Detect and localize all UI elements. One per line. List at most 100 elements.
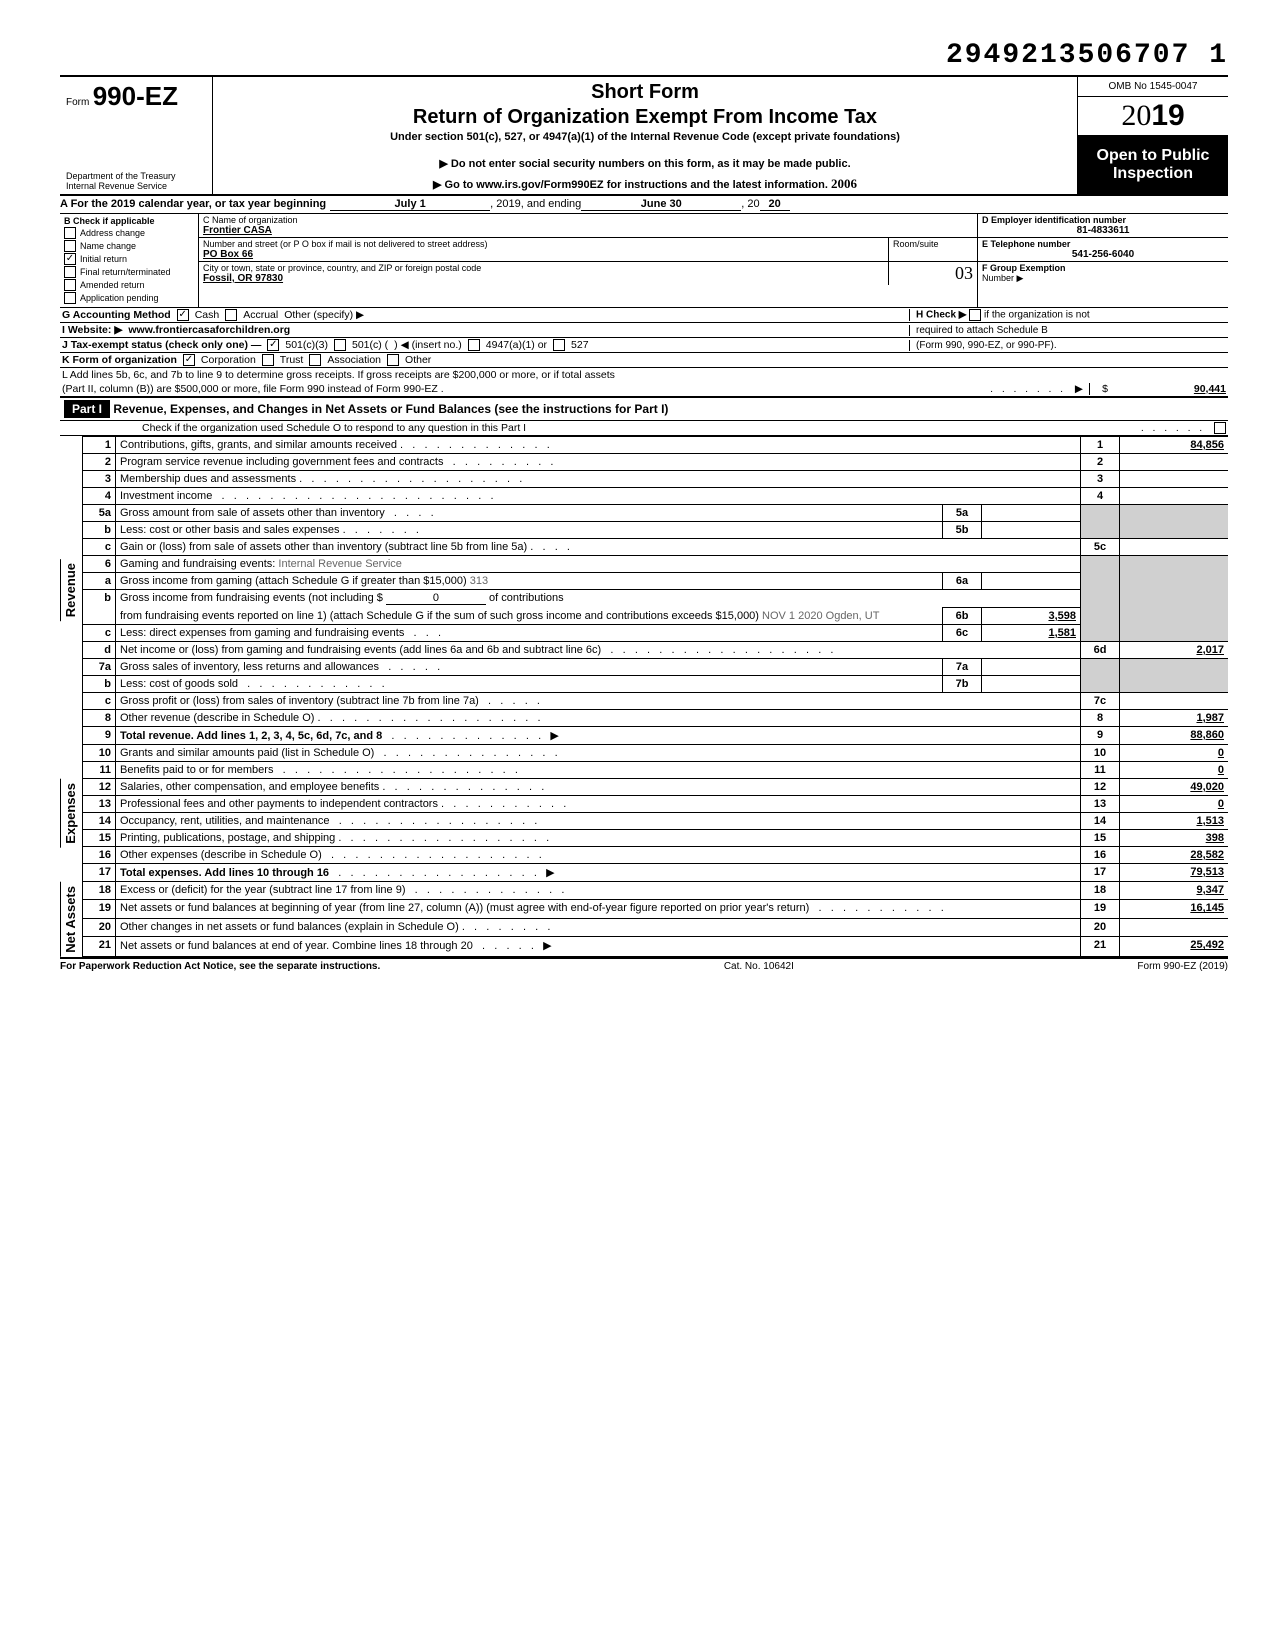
chk-name-change[interactable] [64, 240, 76, 252]
chk-cash[interactable] [177, 309, 189, 321]
chk-other-org[interactable] [387, 354, 399, 366]
row-a-label: A For the 2019 calendar year, or tax yea… [60, 198, 326, 210]
addr-label: Number and street (or P O box if mail is… [203, 239, 884, 249]
sv5b [982, 522, 1081, 539]
k-label: K Form of organization [62, 354, 177, 366]
block-bcde: B Check if applicable Address change Nam… [60, 214, 1228, 308]
arr17: ▶ [546, 867, 554, 879]
lbl-501c3: 501(c)(3) [285, 339, 328, 351]
n12: 12 [83, 779, 116, 796]
grp-label: F Group Exemption [982, 263, 1224, 273]
chk-501c[interactable] [334, 339, 346, 351]
lbl-4947: 4947(a)(1) or [486, 339, 547, 351]
v17: 79,513 [1120, 864, 1229, 882]
row-a: A For the 2019 calendar year, or tax yea… [60, 196, 1228, 214]
side-revenue: Revenue [60, 559, 80, 621]
row-j: J Tax-exempt status (check only one) — 5… [60, 338, 1228, 353]
irs-stamp-1: Internal Revenue Service [278, 558, 402, 570]
chk-4947[interactable] [468, 339, 480, 351]
chk-initial-return[interactable] [64, 253, 76, 265]
part1-header-row: Part I Revenue, Expenses, and Changes in… [60, 398, 1228, 421]
t7a: Gross sales of inventory, less returns a… [120, 661, 379, 673]
omb-number: OMB No 1545-0047 [1078, 77, 1228, 97]
rn13: 13 [1081, 796, 1120, 813]
sv6c: 1,581 [982, 625, 1081, 642]
v3 [1120, 471, 1229, 488]
n20: 20 [83, 918, 116, 936]
chk-final-return[interactable] [64, 266, 76, 278]
v7c [1120, 693, 1229, 710]
rn10: 10 [1081, 745, 1120, 762]
rn4: 4 [1081, 488, 1120, 505]
t6b: Gross income from fundraising events (no… [120, 592, 383, 604]
lbl-501c: 501(c) ( [352, 339, 388, 351]
lines-table: Revenue 1 Contributions, gifts, grants, … [60, 436, 1228, 957]
part1-check-row: Check if the organization used Schedule … [60, 421, 1228, 436]
chk-corp[interactable] [183, 354, 195, 366]
t6d: Net income or (loss) from gaming and fun… [120, 644, 601, 656]
t6a: Gross income from gaming (attach Schedul… [120, 575, 467, 587]
footer-right: Form 990-EZ (2019) [1137, 961, 1228, 972]
ssn-note: ▶ Do not enter social security numbers o… [221, 157, 1069, 170]
chk-trust[interactable] [262, 354, 274, 366]
n7b: b [83, 676, 116, 693]
g-label: G Accounting Method [62, 309, 171, 321]
rn8: 8 [1081, 710, 1120, 727]
n6c: c [83, 625, 116, 642]
sb5b: 5b [943, 522, 982, 539]
t5c: Gain or (loss) from sale of assets other… [120, 541, 527, 553]
n10: 10 [83, 745, 116, 762]
n4: 4 [83, 488, 116, 505]
lbl-final-return: Final return/terminated [80, 267, 171, 277]
v14: 1,513 [1120, 813, 1229, 830]
l-dollar: $ [1089, 383, 1120, 395]
chk-pending[interactable] [64, 292, 76, 304]
sb7a: 7a [943, 659, 982, 676]
rn16: 16 [1081, 847, 1120, 864]
n1: 1 [83, 437, 116, 454]
t5a: Gross amount from sale of assets other t… [120, 507, 385, 519]
v10: 0 [1120, 745, 1229, 762]
v19: 16,145 [1120, 900, 1229, 918]
rn1: 1 [1081, 437, 1120, 454]
lbl-trust: Trust [280, 354, 304, 366]
link-note: ▶ Go to www.irs.gov/Form990EZ for instru… [433, 179, 828, 191]
lbl-initial-return: Initial return [80, 254, 127, 264]
footer: For Paperwork Reduction Act Notice, see … [60, 957, 1228, 974]
row-a-mid: , 2019, and ending [490, 198, 581, 210]
part1-label: Part I [64, 400, 110, 418]
chk-amended[interactable] [64, 279, 76, 291]
lbl-insert: ) ◀ (insert no.) [394, 339, 462, 351]
chk-address-change[interactable] [64, 227, 76, 239]
lbl-assoc: Association [327, 354, 381, 366]
l-arrow: ▶ [1075, 383, 1083, 395]
chk-accrual[interactable] [225, 309, 237, 321]
chk-assoc[interactable] [309, 354, 321, 366]
n8: 8 [83, 710, 116, 727]
chk-h[interactable] [969, 309, 981, 321]
row-a-tail: , 20 [741, 198, 759, 210]
t21: Net assets or fund balances at end of ye… [120, 940, 473, 952]
form-header: Form 990-EZ Department of the Treasury I… [60, 75, 1228, 196]
sb6b: 6b [943, 608, 982, 625]
chk-part1-scho[interactable] [1214, 422, 1226, 434]
rn7c: 7c [1081, 693, 1120, 710]
n6d: d [83, 642, 116, 659]
v4 [1120, 488, 1229, 505]
t12: Salaries, other compensation, and employ… [120, 781, 379, 793]
title-cell: Short Form Return of Organization Exempt… [213, 77, 1078, 194]
t6b2: of contributions [489, 592, 564, 604]
v6d: 2,017 [1120, 642, 1229, 659]
org-name: Frontier CASA [203, 225, 973, 236]
chk-501c3[interactable] [267, 339, 279, 351]
t1: Contributions, gifts, grants, and simila… [120, 439, 397, 451]
rn5c: 5c [1081, 539, 1120, 556]
t6c: Less: direct expenses from gaming and fu… [120, 627, 404, 639]
row-l2: (Part II, column (B)) are $500,000 or mo… [60, 382, 1228, 398]
n2: 2 [83, 454, 116, 471]
u6b: 0 [386, 592, 486, 605]
t7b: Less: cost of goods sold [120, 678, 238, 690]
year-suffix: 19 [1151, 99, 1184, 132]
row-k: K Form of organization Corporation Trust… [60, 353, 1228, 368]
chk-527[interactable] [553, 339, 565, 351]
